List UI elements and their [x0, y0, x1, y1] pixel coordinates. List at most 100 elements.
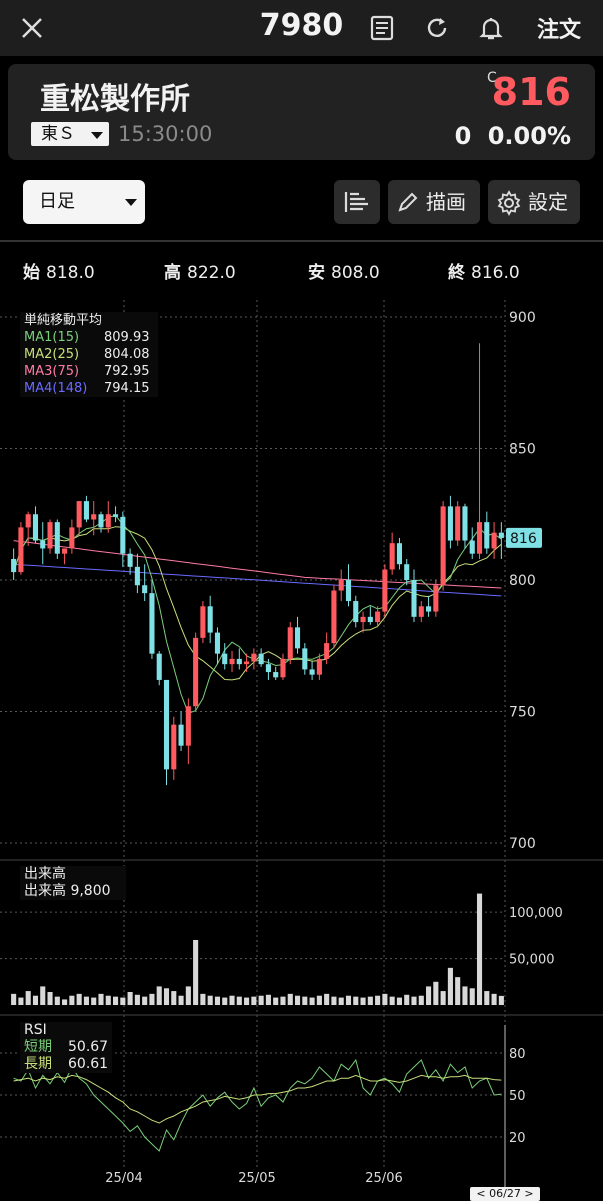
volume-bar: [411, 996, 417, 1005]
candle-body: [367, 616, 373, 623]
volume-bar: [62, 999, 68, 1005]
volume-bar: [294, 995, 301, 1005]
ma-legend-row: MA4(148) 794.15: [24, 380, 154, 397]
current-price: 816: [491, 70, 571, 114]
market-label: 東Ｓ: [41, 124, 75, 144]
volume-legend-row: 出来高 9,800: [24, 883, 122, 900]
settings-button[interactable]: 設定: [488, 180, 580, 224]
order-button[interactable]: 注文: [536, 18, 581, 43]
high-value: 高 822.0: [164, 258, 236, 283]
close-value: 終 816.0: [448, 258, 520, 283]
legend-label: 短期: [24, 1039, 52, 1055]
volume-bar: [98, 993, 104, 1005]
rsi-tick-label: 50: [509, 1089, 526, 1104]
candle-body: [18, 527, 24, 573]
candle-body: [76, 501, 82, 528]
candle-body: [251, 653, 257, 662]
legend-label: MA3(75): [24, 364, 80, 379]
volume-bar: [484, 991, 490, 1005]
volume-bar: [40, 986, 46, 1005]
volume-bar: [280, 996, 286, 1005]
candle-body: [105, 514, 111, 528]
candle-body: [418, 606, 424, 617]
candle-body: [142, 585, 148, 594]
settings-label: 設定: [528, 190, 568, 214]
date-tick-label: 25/05: [238, 1171, 275, 1186]
candle-body: [484, 522, 490, 549]
candle-body: [404, 564, 410, 580]
candle-body: [91, 514, 97, 520]
candle-body: [156, 653, 162, 680]
candle-body: [11, 558, 17, 573]
volume-bar: [156, 986, 162, 1005]
volume-bar: [244, 997, 250, 1005]
candle-body: [207, 606, 213, 633]
price-tick-label: 900: [509, 310, 536, 326]
candle-body: [113, 514, 119, 517]
candle-body: [83, 501, 89, 520]
candle-body: [163, 679, 170, 770]
rsi-legend: RSI 短期 50.67 長期 60.61: [20, 1022, 112, 1073]
chevron-down-icon: [91, 132, 103, 139]
rsi-legend-row: 短期 50.67: [24, 1039, 108, 1056]
low-number: 808.0: [331, 263, 380, 283]
market-select[interactable]: 東Ｓ: [31, 122, 109, 146]
volume-bar: [11, 993, 17, 1005]
period-label: 日足: [39, 191, 75, 212]
candle-body: [287, 627, 293, 659]
chart-type-button[interactable]: [334, 180, 380, 224]
candle-body: [171, 724, 177, 770]
ma-legend-row: MA2(25) 804.08: [24, 346, 154, 363]
candle-body: [40, 540, 46, 549]
legend-value: 50.67: [68, 1039, 109, 1055]
price-change: 0 0.00%: [455, 122, 571, 150]
draw-button[interactable]: 描画: [388, 180, 480, 224]
bell-icon[interactable]: [477, 14, 505, 42]
close-icon[interactable]: [18, 14, 46, 42]
candle-body: [98, 514, 104, 528]
candle-body: [62, 548, 68, 554]
cursor-date[interactable]: < 06/27 >: [470, 1187, 540, 1201]
price-tick-label: 700: [509, 836, 536, 852]
candle-body: [316, 658, 322, 675]
volume-bar: [178, 995, 184, 1005]
legend-value: 792.95: [104, 364, 150, 379]
candle-body: [294, 627, 301, 649]
price-tick-label: 750: [509, 705, 536, 721]
change-value: 0: [454, 122, 472, 150]
candle-body: [345, 580, 352, 602]
price-tick-label: 800: [509, 573, 536, 589]
open-value: 始 818.0: [23, 258, 95, 283]
ma1-line: [13, 515, 502, 714]
volume-bar: [120, 997, 126, 1005]
volume-bar: [324, 993, 330, 1005]
candle-body: [338, 580, 344, 591]
candle-body: [229, 658, 235, 665]
volume-bar: [440, 991, 446, 1005]
volume-bar: [251, 996, 257, 1005]
rsi-tick-label: 80: [509, 1047, 526, 1062]
volume-bar: [389, 996, 395, 1005]
volume-tick-label: 100,000: [509, 906, 563, 921]
volume-bar: [47, 992, 53, 1005]
legend-label: MA2(25): [24, 347, 80, 362]
volume-bar: [418, 995, 424, 1005]
legend-value: 794.15: [104, 381, 150, 396]
volume-bar: [207, 995, 213, 1005]
memo-icon[interactable]: [368, 14, 396, 42]
volume-bar: [498, 995, 504, 1005]
legend-label: 長期: [24, 1056, 52, 1072]
candle-body: [455, 506, 461, 541]
refresh-icon[interactable]: [423, 14, 451, 42]
volume-bar: [360, 997, 366, 1005]
candle-body: [491, 532, 497, 549]
volume-legend-title: 出来高: [24, 866, 66, 882]
ma-legend: 単純移動平均 MA1(15) 809.93 MA2(25) 804.08 MA3(75)…: [20, 312, 158, 397]
volume-bar: [265, 994, 271, 1005]
volume-bar: [302, 996, 308, 1005]
candle-body: [265, 664, 271, 673]
period-select[interactable]: 日足: [23, 180, 145, 224]
ma3-line: [13, 540, 502, 589]
chart-canvas[interactable]: 900 850 800 750 700 816 100,000 50,000 80 50 20 25/…: [0, 300, 603, 1200]
candle-body: [25, 514, 31, 528]
